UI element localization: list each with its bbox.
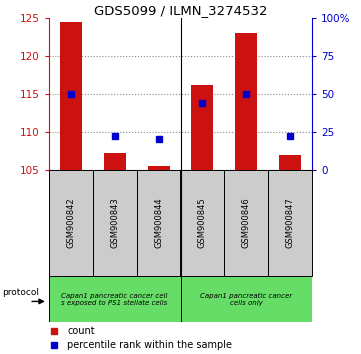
Bar <box>49 170 93 276</box>
Bar <box>279 155 301 170</box>
Bar <box>191 85 213 170</box>
Text: Capan1 pancreatic cancer cell
s exposed to PS1 stellate cells: Capan1 pancreatic cancer cell s exposed … <box>61 292 168 306</box>
Bar <box>148 166 170 170</box>
Text: GSM900843: GSM900843 <box>110 198 119 249</box>
Bar <box>104 153 126 170</box>
Bar <box>49 276 180 322</box>
Bar <box>93 170 136 276</box>
Bar <box>235 33 257 170</box>
Text: GSM900845: GSM900845 <box>198 198 207 249</box>
Title: GDS5099 / ILMN_3274532: GDS5099 / ILMN_3274532 <box>94 4 267 17</box>
Text: GSM900846: GSM900846 <box>242 198 251 249</box>
Bar <box>180 276 312 322</box>
Text: GSM900842: GSM900842 <box>66 198 75 249</box>
Text: Capan1 pancreatic cancer
cells only: Capan1 pancreatic cancer cells only <box>200 292 292 306</box>
Bar <box>180 170 225 276</box>
Text: percentile rank within the sample: percentile rank within the sample <box>67 340 232 350</box>
Bar <box>268 170 312 276</box>
Bar <box>60 22 82 170</box>
Text: count: count <box>67 326 95 336</box>
Text: GSM900844: GSM900844 <box>154 198 163 249</box>
Bar <box>136 170 180 276</box>
Bar <box>225 170 268 276</box>
Text: GSM900847: GSM900847 <box>286 198 295 249</box>
Text: protocol: protocol <box>3 288 39 297</box>
